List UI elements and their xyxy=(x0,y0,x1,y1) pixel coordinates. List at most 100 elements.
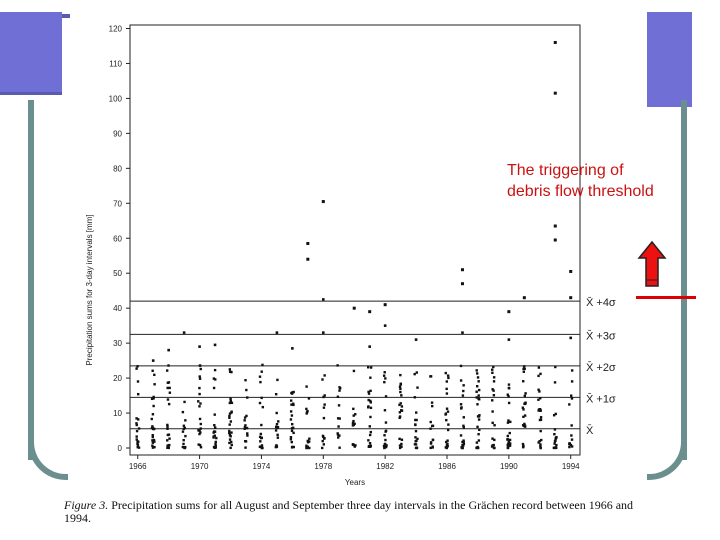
data-point xyxy=(522,444,525,448)
data-point xyxy=(229,420,233,423)
data-point xyxy=(229,446,232,450)
data-point xyxy=(369,399,372,403)
data-point xyxy=(429,420,432,424)
data-point xyxy=(446,442,449,446)
threshold-label: X̄ +3σ xyxy=(586,330,616,343)
data-point xyxy=(414,436,417,439)
data-point xyxy=(230,370,233,374)
data-point xyxy=(522,408,525,411)
data-point xyxy=(369,444,372,447)
y-tick-label: 10 xyxy=(113,409,122,418)
data-point xyxy=(152,438,156,442)
data-point xyxy=(152,404,155,408)
y-tick-label: 40 xyxy=(113,304,122,313)
data-point xyxy=(137,393,140,396)
data-point xyxy=(492,376,496,379)
data-point xyxy=(429,446,432,450)
data-point xyxy=(246,396,249,399)
data-point xyxy=(305,407,308,411)
x-tick-label: 1974 xyxy=(253,462,271,471)
data-point xyxy=(462,442,466,446)
data-point xyxy=(553,238,557,242)
data-point xyxy=(166,444,169,447)
data-point xyxy=(198,417,202,421)
slide-frame-left xyxy=(28,100,34,460)
data-point xyxy=(260,396,263,400)
data-point xyxy=(369,430,373,434)
data-point xyxy=(152,395,155,399)
data-point xyxy=(540,438,543,442)
data-point xyxy=(214,444,217,448)
data-point xyxy=(400,445,403,448)
y-tick-label: 80 xyxy=(113,164,122,173)
data-point xyxy=(537,408,541,411)
data-point xyxy=(228,438,232,441)
data-point xyxy=(166,425,169,428)
data-point xyxy=(228,423,231,426)
data-point xyxy=(477,418,481,421)
data-point xyxy=(135,435,138,438)
data-point xyxy=(289,410,293,413)
data-point xyxy=(570,380,574,383)
data-point xyxy=(570,394,573,397)
data-point xyxy=(569,269,573,273)
data-point xyxy=(398,416,401,420)
data-point xyxy=(228,370,232,373)
data-point xyxy=(336,417,340,420)
up-arrow-icon xyxy=(637,240,667,287)
data-point xyxy=(554,412,557,416)
data-point xyxy=(306,441,310,444)
data-point xyxy=(368,310,372,314)
data-point xyxy=(290,429,294,433)
data-point xyxy=(260,370,263,373)
y-axis-label: Precipitation sums for 3-day intervals [… xyxy=(85,214,94,365)
data-point xyxy=(261,405,265,409)
data-point xyxy=(292,431,295,435)
data-point xyxy=(166,423,169,427)
data-point xyxy=(553,224,557,228)
data-point xyxy=(367,392,371,395)
data-point xyxy=(321,439,324,443)
data-point xyxy=(477,432,480,436)
data-point xyxy=(462,424,465,427)
data-point xyxy=(305,412,308,415)
data-point xyxy=(462,389,465,393)
data-point xyxy=(243,425,247,429)
data-point xyxy=(506,438,509,441)
data-point xyxy=(351,421,355,425)
data-point xyxy=(260,423,263,427)
data-point xyxy=(135,422,138,425)
data-point xyxy=(337,436,340,439)
data-point xyxy=(306,409,309,413)
data-point xyxy=(369,389,372,393)
data-point xyxy=(462,384,465,387)
threshold-label: X̄ +2σ xyxy=(586,361,616,374)
data-point xyxy=(446,439,449,442)
data-point xyxy=(383,409,387,412)
data-point xyxy=(384,377,387,380)
data-point xyxy=(151,435,154,439)
data-point xyxy=(166,446,170,449)
data-point xyxy=(214,440,217,444)
y-tick-label: 120 xyxy=(109,24,123,33)
x-tick-label: 1990 xyxy=(500,462,518,471)
data-point xyxy=(553,428,557,431)
y-tick-label: 90 xyxy=(113,129,122,138)
data-point xyxy=(181,430,185,433)
data-point xyxy=(198,377,202,380)
data-point xyxy=(182,427,185,431)
data-point xyxy=(230,401,234,405)
data-point xyxy=(555,446,558,450)
data-point xyxy=(276,433,279,437)
x-tick-label: 1970 xyxy=(191,462,209,471)
data-point xyxy=(151,444,154,447)
data-point xyxy=(570,369,574,372)
data-point xyxy=(383,442,387,446)
data-point xyxy=(476,415,480,418)
data-point xyxy=(398,444,402,447)
data-point xyxy=(244,379,247,382)
data-point xyxy=(445,418,448,422)
data-point xyxy=(290,414,294,417)
header-rule-small xyxy=(0,92,62,95)
data-point xyxy=(369,406,373,410)
